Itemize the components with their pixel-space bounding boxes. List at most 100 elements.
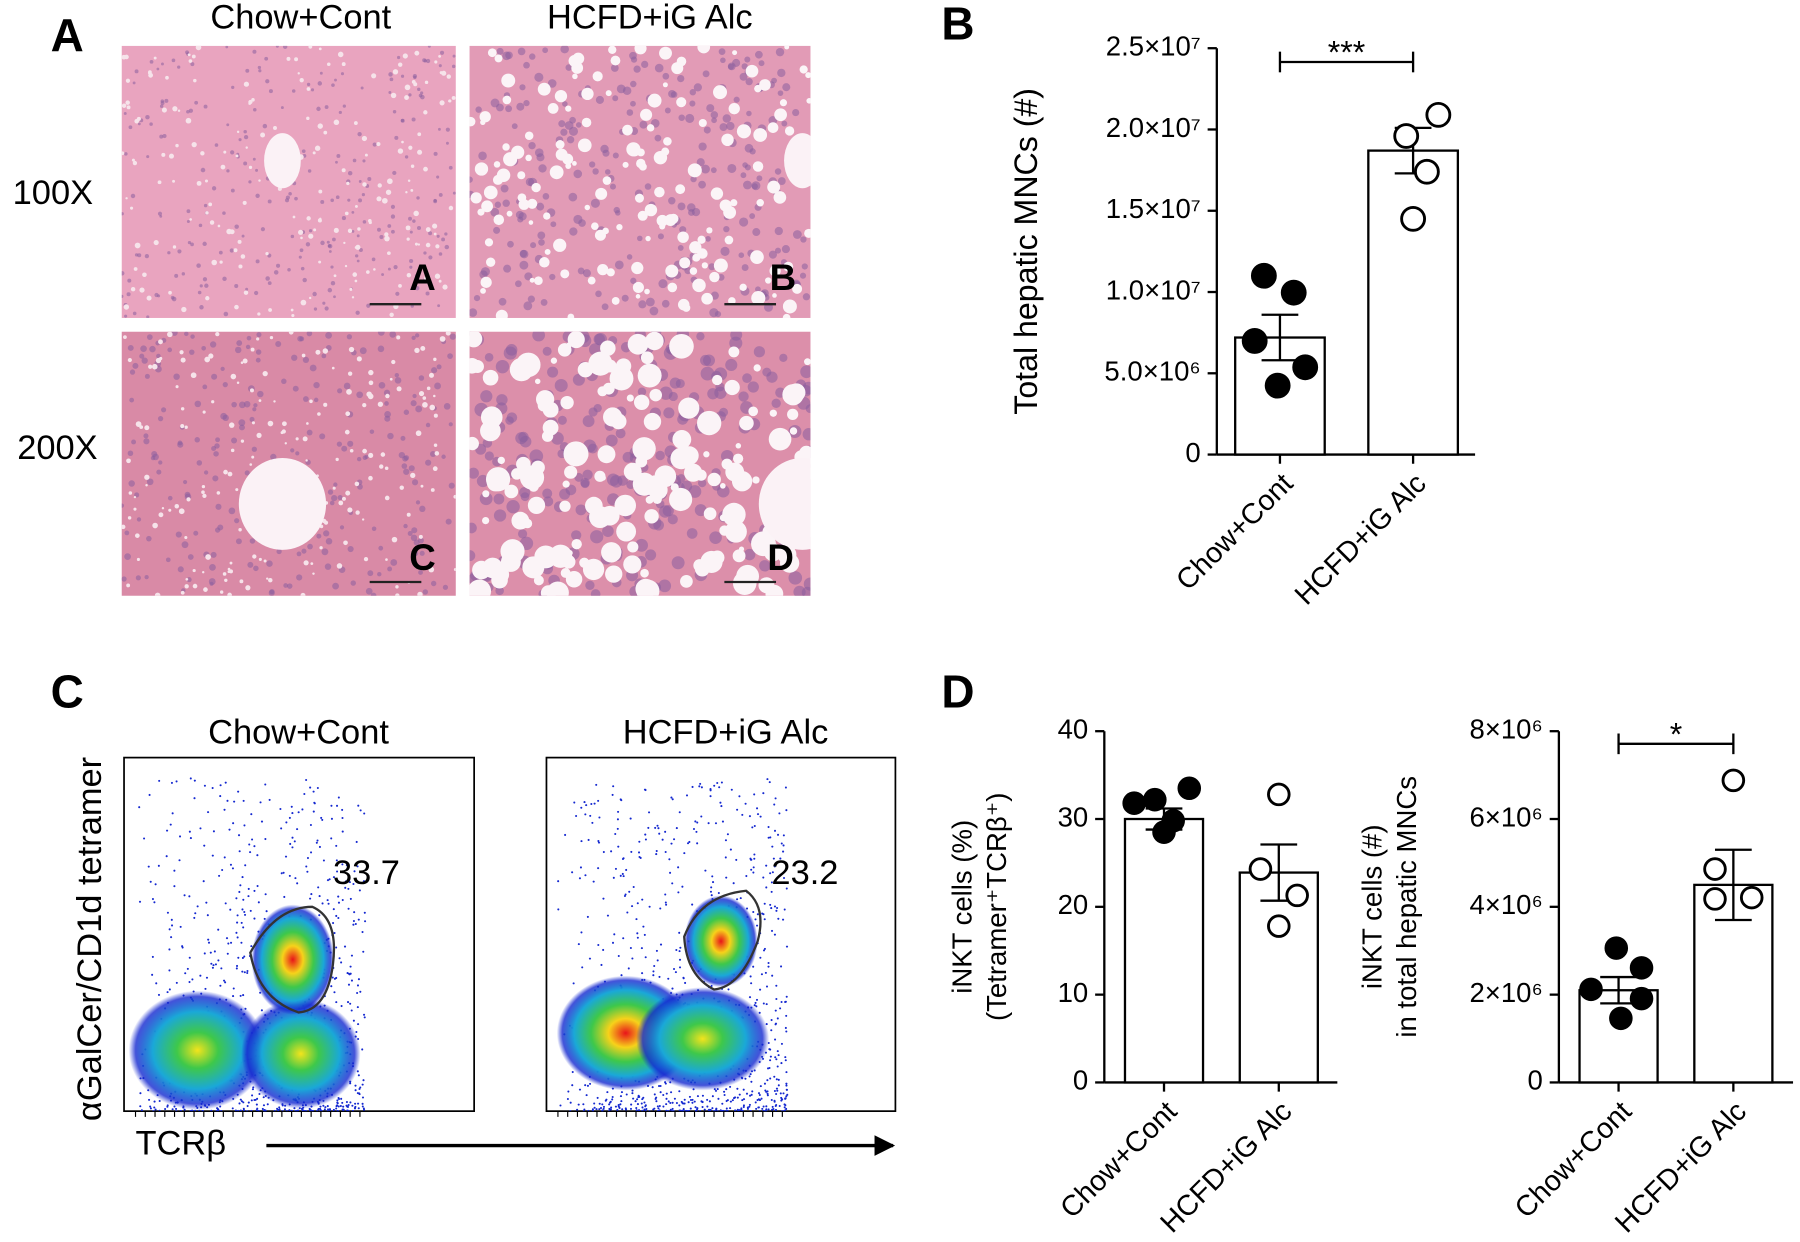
nucleus <box>503 264 512 273</box>
event-dot <box>217 959 220 962</box>
nucleus <box>291 354 298 361</box>
sinusoid <box>439 100 445 106</box>
sinusoid <box>211 259 217 266</box>
event-dot <box>694 820 697 823</box>
y-axis-label: (Tetramer⁺TCRβ⁺) <box>981 793 1012 1021</box>
sinusoid <box>125 78 131 83</box>
fat-droplet <box>722 502 746 527</box>
data-point <box>1122 791 1146 815</box>
nucleus <box>602 149 610 157</box>
event-dot <box>678 931 681 934</box>
event-dot <box>242 926 245 929</box>
nucleus <box>249 416 255 422</box>
event-dot <box>183 1108 186 1111</box>
event-dot <box>771 1108 774 1111</box>
event-dot <box>766 778 769 781</box>
event-dot <box>223 979 226 982</box>
sinusoid <box>252 554 257 559</box>
sinusoid <box>229 569 233 574</box>
fat-droplet <box>680 446 699 465</box>
y-axis-label: in total hepatic MNCs <box>1391 776 1422 1038</box>
nucleus <box>357 131 362 137</box>
nucleus <box>264 56 269 61</box>
nucleus <box>303 396 309 402</box>
nucleus <box>252 407 257 412</box>
nucleus <box>296 551 302 557</box>
sinusoid <box>319 546 323 550</box>
event-dot <box>629 946 632 950</box>
event-dot <box>353 911 356 914</box>
nucleus <box>215 437 220 443</box>
data-point <box>1400 205 1427 232</box>
nucleus <box>157 211 163 216</box>
fat-droplet <box>667 282 678 293</box>
sinusoid <box>428 566 435 573</box>
sinusoid <box>300 299 307 306</box>
event-dot <box>715 1108 718 1111</box>
fat-droplet <box>784 45 790 50</box>
event-dot <box>336 1099 339 1102</box>
event-dot <box>785 945 789 948</box>
fat-droplet <box>511 468 523 480</box>
event-dot <box>358 1092 361 1095</box>
fat-droplet <box>470 359 484 373</box>
event-dot <box>559 1104 562 1107</box>
event-dot <box>253 1098 256 1102</box>
sinusoid <box>159 356 163 361</box>
fat-droplet <box>640 568 649 578</box>
nucleus <box>231 437 238 444</box>
event-dot <box>264 893 267 896</box>
nucleus <box>140 345 147 352</box>
nucleus <box>414 273 420 279</box>
event-dot <box>584 874 587 877</box>
sinusoid <box>349 287 353 291</box>
event-dot <box>226 952 229 955</box>
event-dot <box>725 1109 728 1112</box>
nucleus <box>415 500 421 505</box>
nucleus <box>622 451 634 463</box>
nucleus <box>395 291 400 296</box>
fat-droplet <box>701 262 708 269</box>
sinusoid <box>167 331 173 338</box>
event-dot <box>326 1110 329 1112</box>
event-dot <box>282 871 285 874</box>
nucleus <box>528 141 536 150</box>
nucleus <box>332 237 336 242</box>
sinusoid <box>192 568 196 573</box>
event-dot <box>760 1097 763 1100</box>
fat-droplet <box>524 131 534 141</box>
fat-droplet <box>603 407 623 427</box>
event-dot <box>694 1109 697 1112</box>
event-dot <box>318 895 321 898</box>
sinusoid <box>396 335 401 340</box>
nucleus <box>662 72 670 80</box>
nucleus <box>388 72 393 77</box>
data-point <box>1285 883 1309 908</box>
event-dot <box>661 838 664 841</box>
event-dot <box>566 1097 569 1101</box>
sinusoid <box>438 55 441 58</box>
event-dot <box>653 964 656 968</box>
sinusoid <box>185 117 192 124</box>
event-dot <box>688 840 691 843</box>
nucleus <box>217 524 224 531</box>
sinusoid <box>133 495 137 499</box>
event-dot <box>769 872 772 875</box>
nucleus <box>759 560 771 572</box>
nucleus <box>149 59 154 64</box>
event-dot <box>714 1089 718 1092</box>
event-dot <box>223 856 226 859</box>
event-dot <box>648 811 651 814</box>
sinusoid <box>376 142 381 147</box>
nucleus <box>438 193 443 197</box>
sinusoid <box>356 356 362 362</box>
event-dot <box>785 1030 788 1033</box>
event-dot <box>745 875 748 878</box>
nucleus <box>649 306 659 316</box>
sinusoid <box>240 361 244 364</box>
nucleus <box>202 241 207 247</box>
event-dot <box>166 1104 169 1107</box>
event-dot <box>685 794 689 797</box>
nucleus <box>529 449 544 463</box>
event-dot <box>769 1055 772 1058</box>
